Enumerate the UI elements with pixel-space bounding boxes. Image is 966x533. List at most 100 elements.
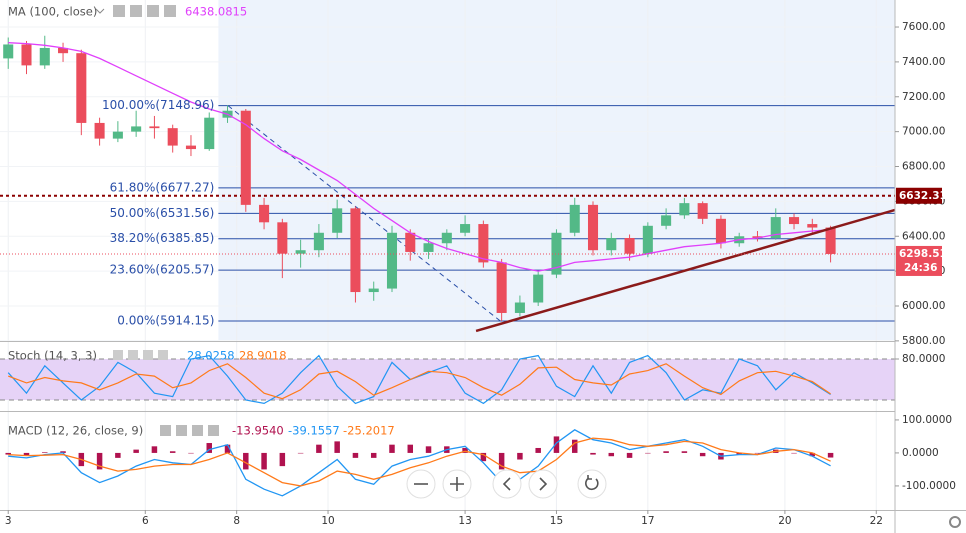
candle-body bbox=[350, 208, 361, 293]
indicator-value: -39.1557 bbox=[288, 424, 340, 438]
y-tick-label: 7600.00 bbox=[902, 21, 945, 33]
visibility-button[interactable] bbox=[160, 425, 171, 436]
candle-body bbox=[770, 217, 781, 238]
candle-body bbox=[295, 250, 306, 254]
candle-body bbox=[478, 224, 489, 263]
candle-body bbox=[642, 225, 653, 254]
histogram-bar bbox=[809, 452, 816, 457]
candle-body bbox=[332, 208, 343, 233]
histogram-bar bbox=[645, 452, 651, 454]
histogram-bar bbox=[480, 452, 487, 462]
histogram-bar bbox=[60, 451, 66, 453]
trendline bbox=[475, 208, 896, 333]
candle-body bbox=[533, 274, 544, 303]
y-tick-label: 6400.00 bbox=[902, 230, 945, 242]
histogram-bar bbox=[224, 444, 231, 453]
candle-body bbox=[149, 126, 160, 129]
histogram-bar bbox=[5, 452, 11, 455]
oscillator-line bbox=[7, 354, 831, 405]
reset-button[interactable] bbox=[577, 469, 607, 499]
y-tick-label: 7000.00 bbox=[902, 126, 945, 138]
histogram-bar bbox=[425, 446, 432, 453]
histogram-bar bbox=[352, 452, 359, 458]
last-price-box bbox=[896, 245, 942, 276]
histogram-bar bbox=[188, 452, 194, 454]
zoom-in-button[interactable] bbox=[442, 469, 472, 499]
histogram-bar bbox=[334, 441, 340, 453]
y-tick-label: 6000.00 bbox=[902, 300, 945, 312]
candle-body bbox=[551, 232, 562, 275]
remove-button[interactable] bbox=[164, 5, 176, 17]
candle-body bbox=[624, 238, 635, 254]
x-tick-label: 10 bbox=[321, 515, 334, 527]
oscillator-line bbox=[7, 363, 831, 400]
x-tick-label: 17 bbox=[641, 515, 654, 527]
countdown-label: 24:36 bbox=[904, 262, 937, 274]
histogram-bar bbox=[279, 452, 286, 467]
histogram-bar bbox=[517, 452, 523, 460]
menu-arrow[interactable] bbox=[95, 8, 105, 14]
histogram-bar bbox=[553, 436, 560, 453]
scroll-right-button[interactable] bbox=[528, 469, 558, 499]
histogram-bar bbox=[115, 452, 121, 458]
candle-body bbox=[76, 53, 87, 123]
indicator-value: -25.2017 bbox=[343, 424, 395, 438]
histogram-bar bbox=[754, 452, 761, 454]
histogram-bar bbox=[571, 439, 578, 453]
y-tick-label: 7400.00 bbox=[902, 56, 945, 68]
candle-body bbox=[587, 204, 599, 251]
remove-button[interactable] bbox=[208, 425, 219, 436]
y-tick-label: -100.0000 bbox=[902, 480, 956, 492]
candle-body bbox=[697, 203, 708, 219]
visibility-button[interactable] bbox=[113, 5, 125, 17]
add-button[interactable] bbox=[147, 5, 159, 17]
candle-body bbox=[204, 117, 215, 150]
last-price-label: 6298.51 bbox=[899, 248, 947, 260]
indicator-name: MACD (12, 26, close, 9) bbox=[8, 424, 143, 438]
y-tick-label: 7200.00 bbox=[902, 91, 945, 103]
histogram-bar bbox=[316, 444, 322, 453]
candle-body bbox=[185, 145, 196, 150]
histogram-bar bbox=[243, 452, 249, 470]
candle-body bbox=[807, 224, 818, 228]
candle-body bbox=[789, 217, 800, 225]
fib-label: 100.00%(7148.96) bbox=[102, 98, 214, 112]
histogram-bar bbox=[498, 452, 505, 470]
settings-button[interactable] bbox=[130, 5, 142, 17]
indicator-value: 28.0258 bbox=[187, 349, 235, 363]
histogram-bar bbox=[626, 452, 633, 458]
add-button[interactable] bbox=[143, 350, 153, 360]
candle-body bbox=[752, 236, 763, 238]
histogram-bar bbox=[699, 452, 706, 457]
histogram-bar bbox=[663, 451, 669, 453]
settings-icon[interactable] bbox=[949, 516, 961, 528]
candle-body bbox=[240, 110, 251, 205]
histogram-bar bbox=[407, 444, 414, 453]
histogram-bar bbox=[169, 451, 176, 453]
histogram-bar bbox=[791, 452, 797, 454]
add-button[interactable] bbox=[192, 425, 203, 436]
histogram-bar bbox=[96, 452, 103, 470]
candle-body bbox=[112, 131, 123, 139]
y-tick-label: 80.0000 bbox=[902, 353, 945, 365]
indicator-value: 6438.0815 bbox=[185, 5, 247, 19]
y-tick-label: 100.0000 bbox=[902, 414, 952, 426]
candle-body bbox=[131, 126, 142, 132]
resistance-price-box bbox=[896, 187, 942, 204]
histogram-bar bbox=[827, 452, 834, 458]
fib-label: 0.00%(5914.15) bbox=[117, 313, 214, 327]
settings-button[interactable] bbox=[176, 425, 187, 436]
histogram-bar bbox=[736, 452, 742, 455]
histogram-bar bbox=[370, 452, 377, 458]
zoom-out-button[interactable] bbox=[406, 469, 436, 499]
histogram-bar bbox=[535, 447, 541, 453]
band-fill bbox=[0, 358, 895, 401]
scroll-left-button[interactable] bbox=[492, 469, 522, 499]
remove-button[interactable] bbox=[158, 350, 168, 360]
candle-body bbox=[313, 232, 324, 251]
visibility-button[interactable] bbox=[113, 350, 123, 360]
histogram-bar bbox=[133, 449, 139, 453]
settings-button[interactable] bbox=[128, 350, 138, 360]
histogram-bar bbox=[23, 452, 30, 456]
candle-body bbox=[423, 243, 434, 252]
